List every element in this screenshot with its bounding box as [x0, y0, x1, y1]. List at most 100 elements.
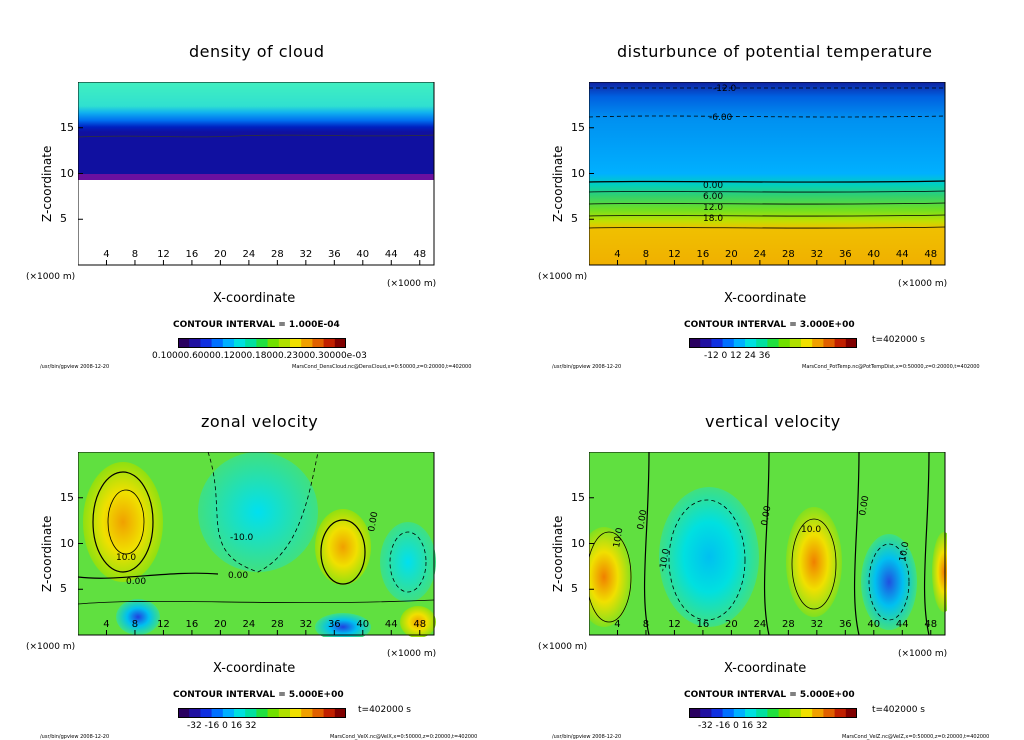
x-tick-label: 28 — [271, 619, 284, 630]
y-tick-label: 5 — [60, 212, 67, 226]
x-tick-label: 24 — [243, 619, 256, 630]
colorbar-swatch — [245, 708, 257, 718]
footer-right: MarsCond_DensCloud.nc@DensCloud,x=0:5000… — [292, 364, 472, 370]
x-tick-label: 44 — [385, 619, 398, 630]
y-axis-label: Z-coordinate — [551, 515, 565, 592]
colorbar-swatch — [301, 338, 313, 348]
x-ticks: 4 8 12 16 20 24 28 32 36 40 44 48 — [614, 249, 937, 265]
colorbar-swatch — [767, 338, 780, 348]
y-tick-label: 5 — [571, 212, 578, 226]
colorbar-swatch — [323, 708, 336, 718]
time-label: t=402000 s — [358, 705, 411, 715]
colorbar-swatch — [178, 708, 190, 718]
chart-title: vertical velocity — [705, 412, 841, 431]
x-axis-unit-right: (×1000 m) — [898, 279, 948, 289]
colorbar-swatch — [845, 708, 857, 718]
x-tick-label: 36 — [839, 249, 852, 260]
contour-label: 10.0 — [801, 525, 821, 535]
colorbar-swatch — [278, 708, 291, 718]
y-tick-label: 15 — [571, 490, 585, 504]
x-tick-label: 28 — [271, 249, 284, 260]
cloud-base — [78, 174, 434, 180]
y-ticks — [78, 127, 83, 220]
contour-label: 0.00 — [703, 181, 723, 191]
contour-line — [78, 134, 435, 138]
contour-label: 0.00 — [228, 571, 248, 581]
footer-right: MarsCond_PotTemp.nc@PotTempDist,x=0:5000… — [802, 364, 980, 370]
colorbar-swatch — [845, 338, 857, 348]
x-axis-label: X-coordinate — [724, 291, 807, 306]
x-axis-unit-right: (×1000 m) — [387, 279, 437, 289]
colorbar-swatch — [189, 338, 201, 348]
colorbar-swatch — [256, 708, 269, 718]
x-tick-label: 24 — [754, 619, 767, 630]
colorbar-swatch — [689, 708, 701, 718]
contour-label: -10.0 — [230, 533, 254, 543]
y-tick-label: 10 — [60, 166, 74, 180]
x-tick-label: 20 — [214, 619, 227, 630]
x-axis-unit-left: (×1000 m) — [538, 272, 588, 282]
x-axis-unit-left: (×1000 m) — [26, 642, 76, 652]
contour-label: 10.0 — [898, 541, 911, 563]
x-axis-unit-left: (×1000 m) — [538, 642, 588, 652]
x-tick-label: 16 — [697, 249, 710, 260]
colorbar-labels: 0.10000.60000.12000.18000.23000.30000e-0… — [152, 351, 367, 361]
colorbar-swatch — [267, 338, 280, 348]
y-axis-label: Z-coordinate — [40, 515, 54, 592]
x-tick-label: 36 — [328, 619, 341, 630]
footer-right: MarsCond_VelX.nc@VelX,x=0:50000,z=0:2000… — [330, 734, 478, 740]
x-tick-label: 36 — [328, 249, 341, 260]
contour-label: 0.00 — [126, 577, 146, 587]
x-tick-label: 8 — [132, 619, 138, 630]
x-tick-label: 20 — [725, 619, 738, 630]
colorbar-swatch — [834, 708, 847, 718]
colorbar-swatch — [267, 708, 280, 718]
x-tick-label: 16 — [697, 619, 710, 630]
colorbar-swatch — [312, 338, 325, 348]
colorbar-swatch — [812, 708, 824, 718]
x-tick-label: 28 — [782, 249, 795, 260]
colorbar-swatch — [745, 708, 757, 718]
colorbar-swatch — [756, 338, 768, 348]
x-axis-label: X-coordinate — [724, 661, 807, 676]
x-tick-label: 16 — [186, 619, 199, 630]
contour-label: -12.0 — [713, 84, 737, 94]
x-tick-label: 4 — [103, 619, 109, 630]
x-tick-label: 4 — [103, 249, 109, 260]
colorbar-swatch — [689, 338, 701, 348]
footer-left: /usr/bin/gpview 2008-12-20 — [552, 364, 622, 370]
colorbar-swatch — [733, 708, 746, 718]
colorbar-swatch — [767, 708, 780, 718]
x-tick-label: 12 — [157, 619, 170, 630]
footer-right: MarsCond_VelZ.nc@VelZ,x=0:50000,z=0:2000… — [842, 734, 990, 740]
x-tick-label: 32 — [299, 249, 312, 260]
contour-interval: CONTOUR INTERVAL = 5.000E+00 — [684, 690, 855, 700]
y-ticks — [589, 497, 594, 590]
contour-interval: CONTOUR INTERVAL = 5.000E+00 — [173, 690, 344, 700]
colorbar-swatch — [222, 338, 235, 348]
colorbar-swatch — [334, 338, 346, 348]
colorbar-swatch — [211, 708, 224, 718]
x-tick-label: 12 — [157, 249, 170, 260]
x-tick-label: 16 — [186, 249, 199, 260]
time-label: t=402000 s — [872, 335, 925, 345]
x-tick-label: 24 — [243, 249, 256, 260]
colorbar-swatch — [234, 338, 246, 348]
footer-left: /usr/bin/gpview 2008-12-20 — [40, 364, 110, 370]
y-tick-label: 10 — [571, 166, 585, 180]
colorbar-swatch — [301, 708, 313, 718]
colorbar-labels: -12 0 12 24 36 — [704, 351, 771, 361]
y-tick-label: 5 — [60, 582, 67, 596]
y-ticks — [589, 127, 594, 220]
y-axis-label: Z-coordinate — [40, 145, 54, 222]
x-tick-label: 48 — [413, 619, 426, 630]
x-tick-label: 32 — [810, 619, 823, 630]
x-tick-label: 44 — [896, 619, 909, 630]
colorbar-labels: -32 -16 0 16 32 — [698, 721, 768, 731]
contour-label: 18.0 — [703, 214, 723, 224]
contour-label: 0.00 — [636, 509, 649, 531]
colorbar-swatch — [700, 708, 712, 718]
colorbar-labels: -32 -16 0 16 32 — [187, 721, 257, 731]
colorbar — [689, 338, 857, 348]
colorbar-swatch — [178, 338, 190, 348]
